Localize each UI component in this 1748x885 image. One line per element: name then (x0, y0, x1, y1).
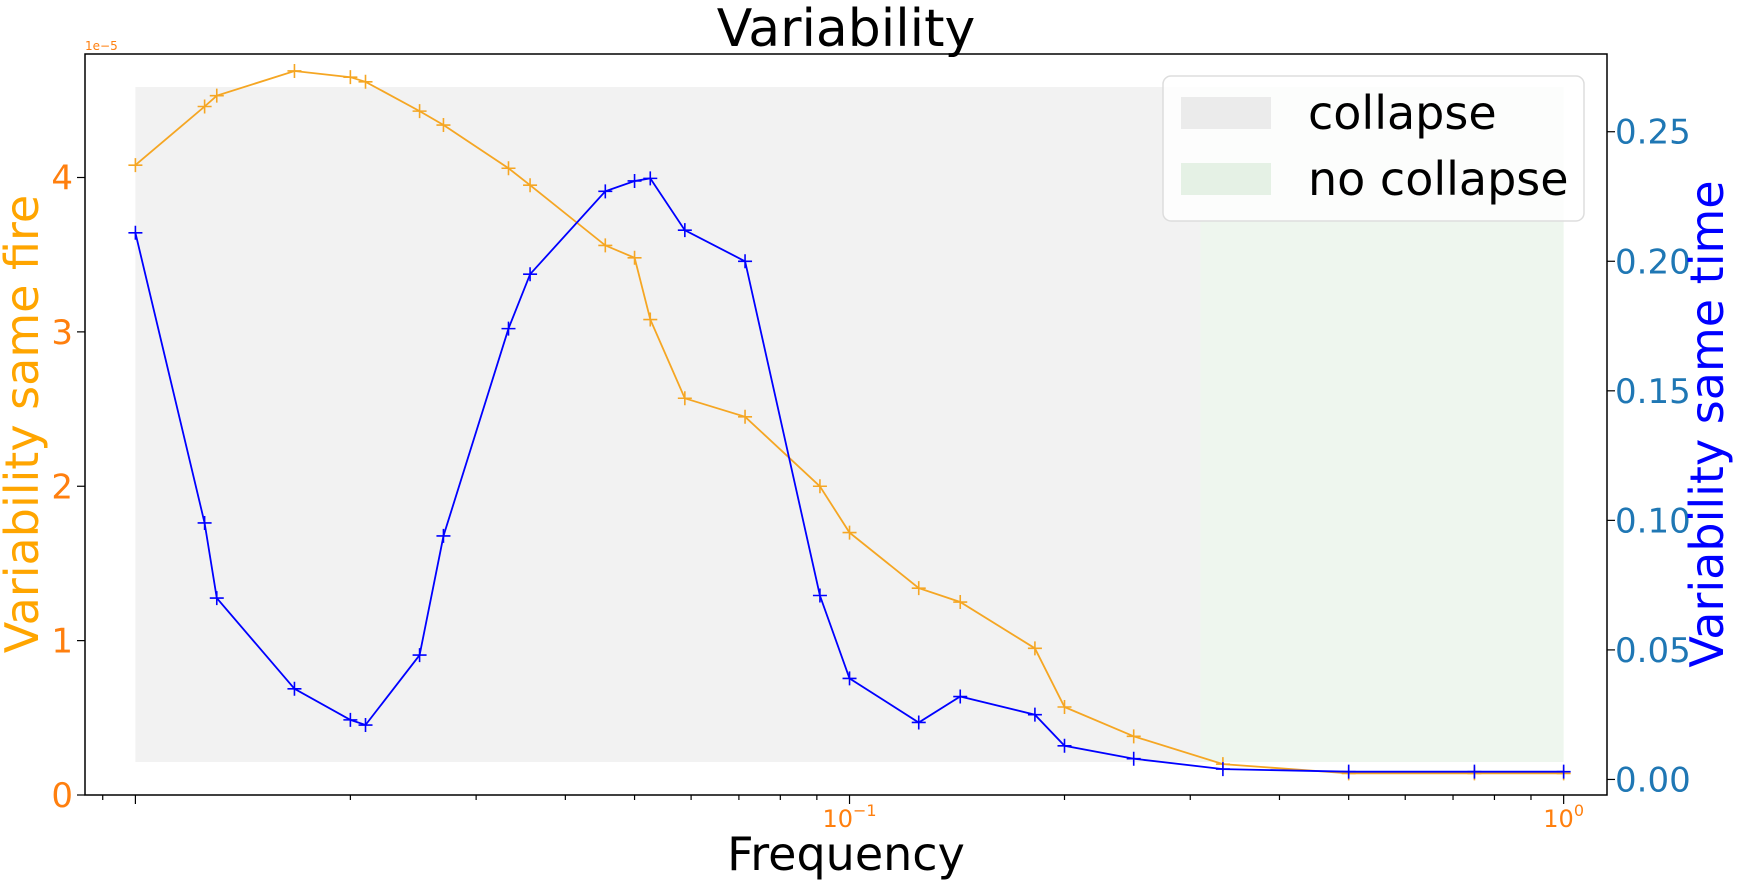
legend: collapse no collapse (1162, 75, 1585, 222)
series-lines (128, 63, 1571, 781)
right-axis-label: Variability same time (1680, 180, 1734, 667)
data-point-right (287, 681, 302, 696)
data-point-right (501, 321, 516, 336)
data-point-right (197, 515, 212, 530)
series-line-right (134, 177, 1564, 773)
data-point-right (812, 588, 827, 603)
left-scale-multiplier: 1e−5 (85, 39, 118, 53)
data-point-right (842, 671, 857, 686)
right-tick-label: 0.10 (1615, 501, 1691, 541)
data-point-left (812, 479, 827, 494)
data-point-left (209, 88, 224, 103)
series-line-left (134, 70, 1564, 775)
data-point-right (209, 591, 224, 606)
data-point-left (343, 70, 358, 85)
chart-title: Variability (717, 0, 976, 59)
right-axis-ticks: 0.00 0.05 0.10 0.15 0.20 0.25 (1607, 113, 1691, 800)
data-point-left (501, 161, 516, 176)
data-point-right (953, 689, 968, 704)
right-tick-label: 0.00 (1615, 760, 1691, 800)
data-point-right (677, 223, 692, 238)
data-point-right (436, 528, 451, 543)
left-tick-label: 2 (51, 467, 73, 507)
data-point-left (523, 178, 538, 193)
data-point-left (128, 158, 143, 173)
data-point-right (1126, 751, 1141, 766)
data-point-right (911, 715, 926, 730)
x-axis-label: Frequency (727, 827, 965, 881)
region-collapse (135, 87, 1201, 762)
x-tick-label: 100 (1543, 801, 1584, 833)
right-tick-label: 0.20 (1615, 242, 1691, 282)
legend-label-no-collapse: no collapse (1308, 152, 1569, 206)
data-point-left (598, 238, 613, 253)
data-point-right (627, 173, 642, 188)
plot-frame (84, 53, 1608, 796)
data-point-left (436, 118, 451, 133)
data-point-left (412, 104, 427, 119)
x-tick-label: 10−1 (822, 801, 876, 833)
data-point-left (358, 74, 373, 89)
data-point-right (523, 267, 538, 282)
data-point-left (842, 525, 857, 540)
data-point-right (412, 648, 427, 663)
data-point-right (128, 225, 143, 240)
legend-swatch-no-collapse (1181, 163, 1271, 195)
data-point-right (1341, 764, 1356, 779)
legend-label-collapse: collapse (1308, 86, 1497, 140)
data-point-left (197, 99, 212, 114)
data-point-right (643, 171, 658, 186)
left-tick-label: 4 (51, 159, 73, 199)
x-axis-ticks: 10−1 100 (102, 795, 1584, 833)
data-point-left (1057, 700, 1072, 715)
left-tick-label: 1 (51, 622, 73, 662)
data-point-left (1027, 641, 1042, 656)
data-point-right (598, 184, 613, 199)
right-tick-label: 0.25 (1615, 113, 1691, 153)
left-tick-label: 0 (51, 776, 73, 816)
data-point-right (1027, 707, 1042, 722)
data-point-right (343, 712, 358, 727)
data-point-right (1556, 764, 1571, 779)
right-tick-label: 0.15 (1615, 372, 1691, 412)
series-right (128, 171, 1571, 779)
data-point-right (1057, 738, 1072, 753)
left-axis-ticks: 0 1 2 3 4 (51, 159, 85, 816)
data-point-left (643, 312, 658, 327)
data-point-right (738, 254, 753, 269)
data-point-left (677, 391, 692, 406)
left-tick-label: 3 (51, 313, 73, 353)
data-point-left (911, 581, 926, 596)
data-point-left (627, 250, 642, 265)
data-point-right (1467, 764, 1482, 779)
data-point-right (358, 718, 373, 733)
legend-swatch-collapse (1181, 97, 1271, 129)
data-point-left (1126, 729, 1141, 744)
data-point-left (287, 63, 302, 78)
data-point-right (1215, 762, 1230, 777)
right-tick-label: 0.05 (1615, 631, 1691, 671)
series-left (128, 63, 1571, 781)
data-point-left (953, 595, 968, 610)
left-axis-label: Variability same fire (0, 195, 49, 653)
data-point-left (738, 409, 753, 424)
